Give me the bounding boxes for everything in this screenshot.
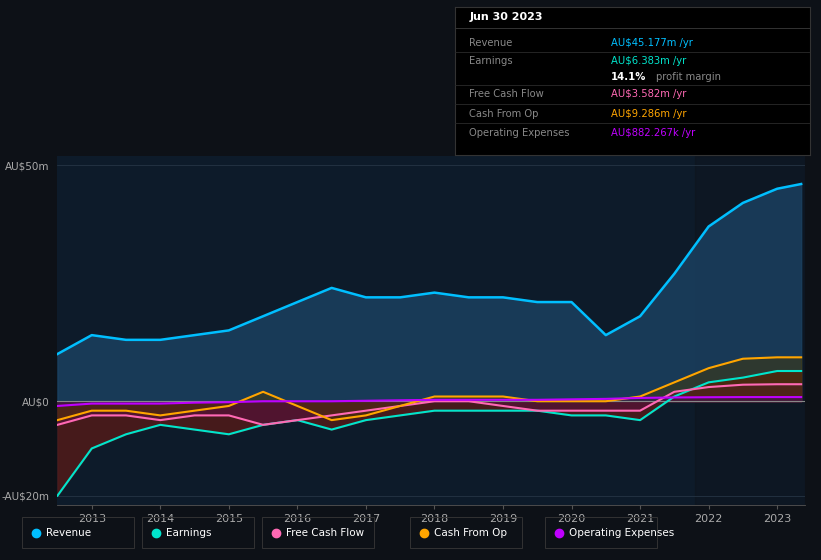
Text: profit margin: profit margin — [656, 72, 721, 82]
Text: AU$3.582m /yr: AU$3.582m /yr — [611, 89, 686, 99]
Text: AU$6.383m /yr: AU$6.383m /yr — [611, 56, 686, 66]
Text: AU$9.286m /yr: AU$9.286m /yr — [611, 109, 686, 119]
Bar — [695, 156, 805, 505]
Text: Earnings: Earnings — [166, 528, 212, 538]
Text: 14.1%: 14.1% — [611, 72, 647, 82]
Text: Earnings: Earnings — [469, 56, 513, 66]
Text: Free Cash Flow: Free Cash Flow — [469, 89, 544, 99]
Text: Cash From Op: Cash From Op — [434, 528, 507, 538]
Text: Free Cash Flow: Free Cash Flow — [286, 528, 365, 538]
Text: Revenue: Revenue — [46, 528, 91, 538]
Text: Revenue: Revenue — [469, 38, 512, 48]
Text: AU$882.267k /yr: AU$882.267k /yr — [611, 128, 695, 138]
Text: Cash From Op: Cash From Op — [469, 109, 539, 119]
Text: Operating Expenses: Operating Expenses — [469, 128, 570, 138]
Text: Operating Expenses: Operating Expenses — [569, 528, 674, 538]
Text: Jun 30 2023: Jun 30 2023 — [469, 12, 543, 22]
Text: AU$45.177m /yr: AU$45.177m /yr — [611, 38, 693, 48]
